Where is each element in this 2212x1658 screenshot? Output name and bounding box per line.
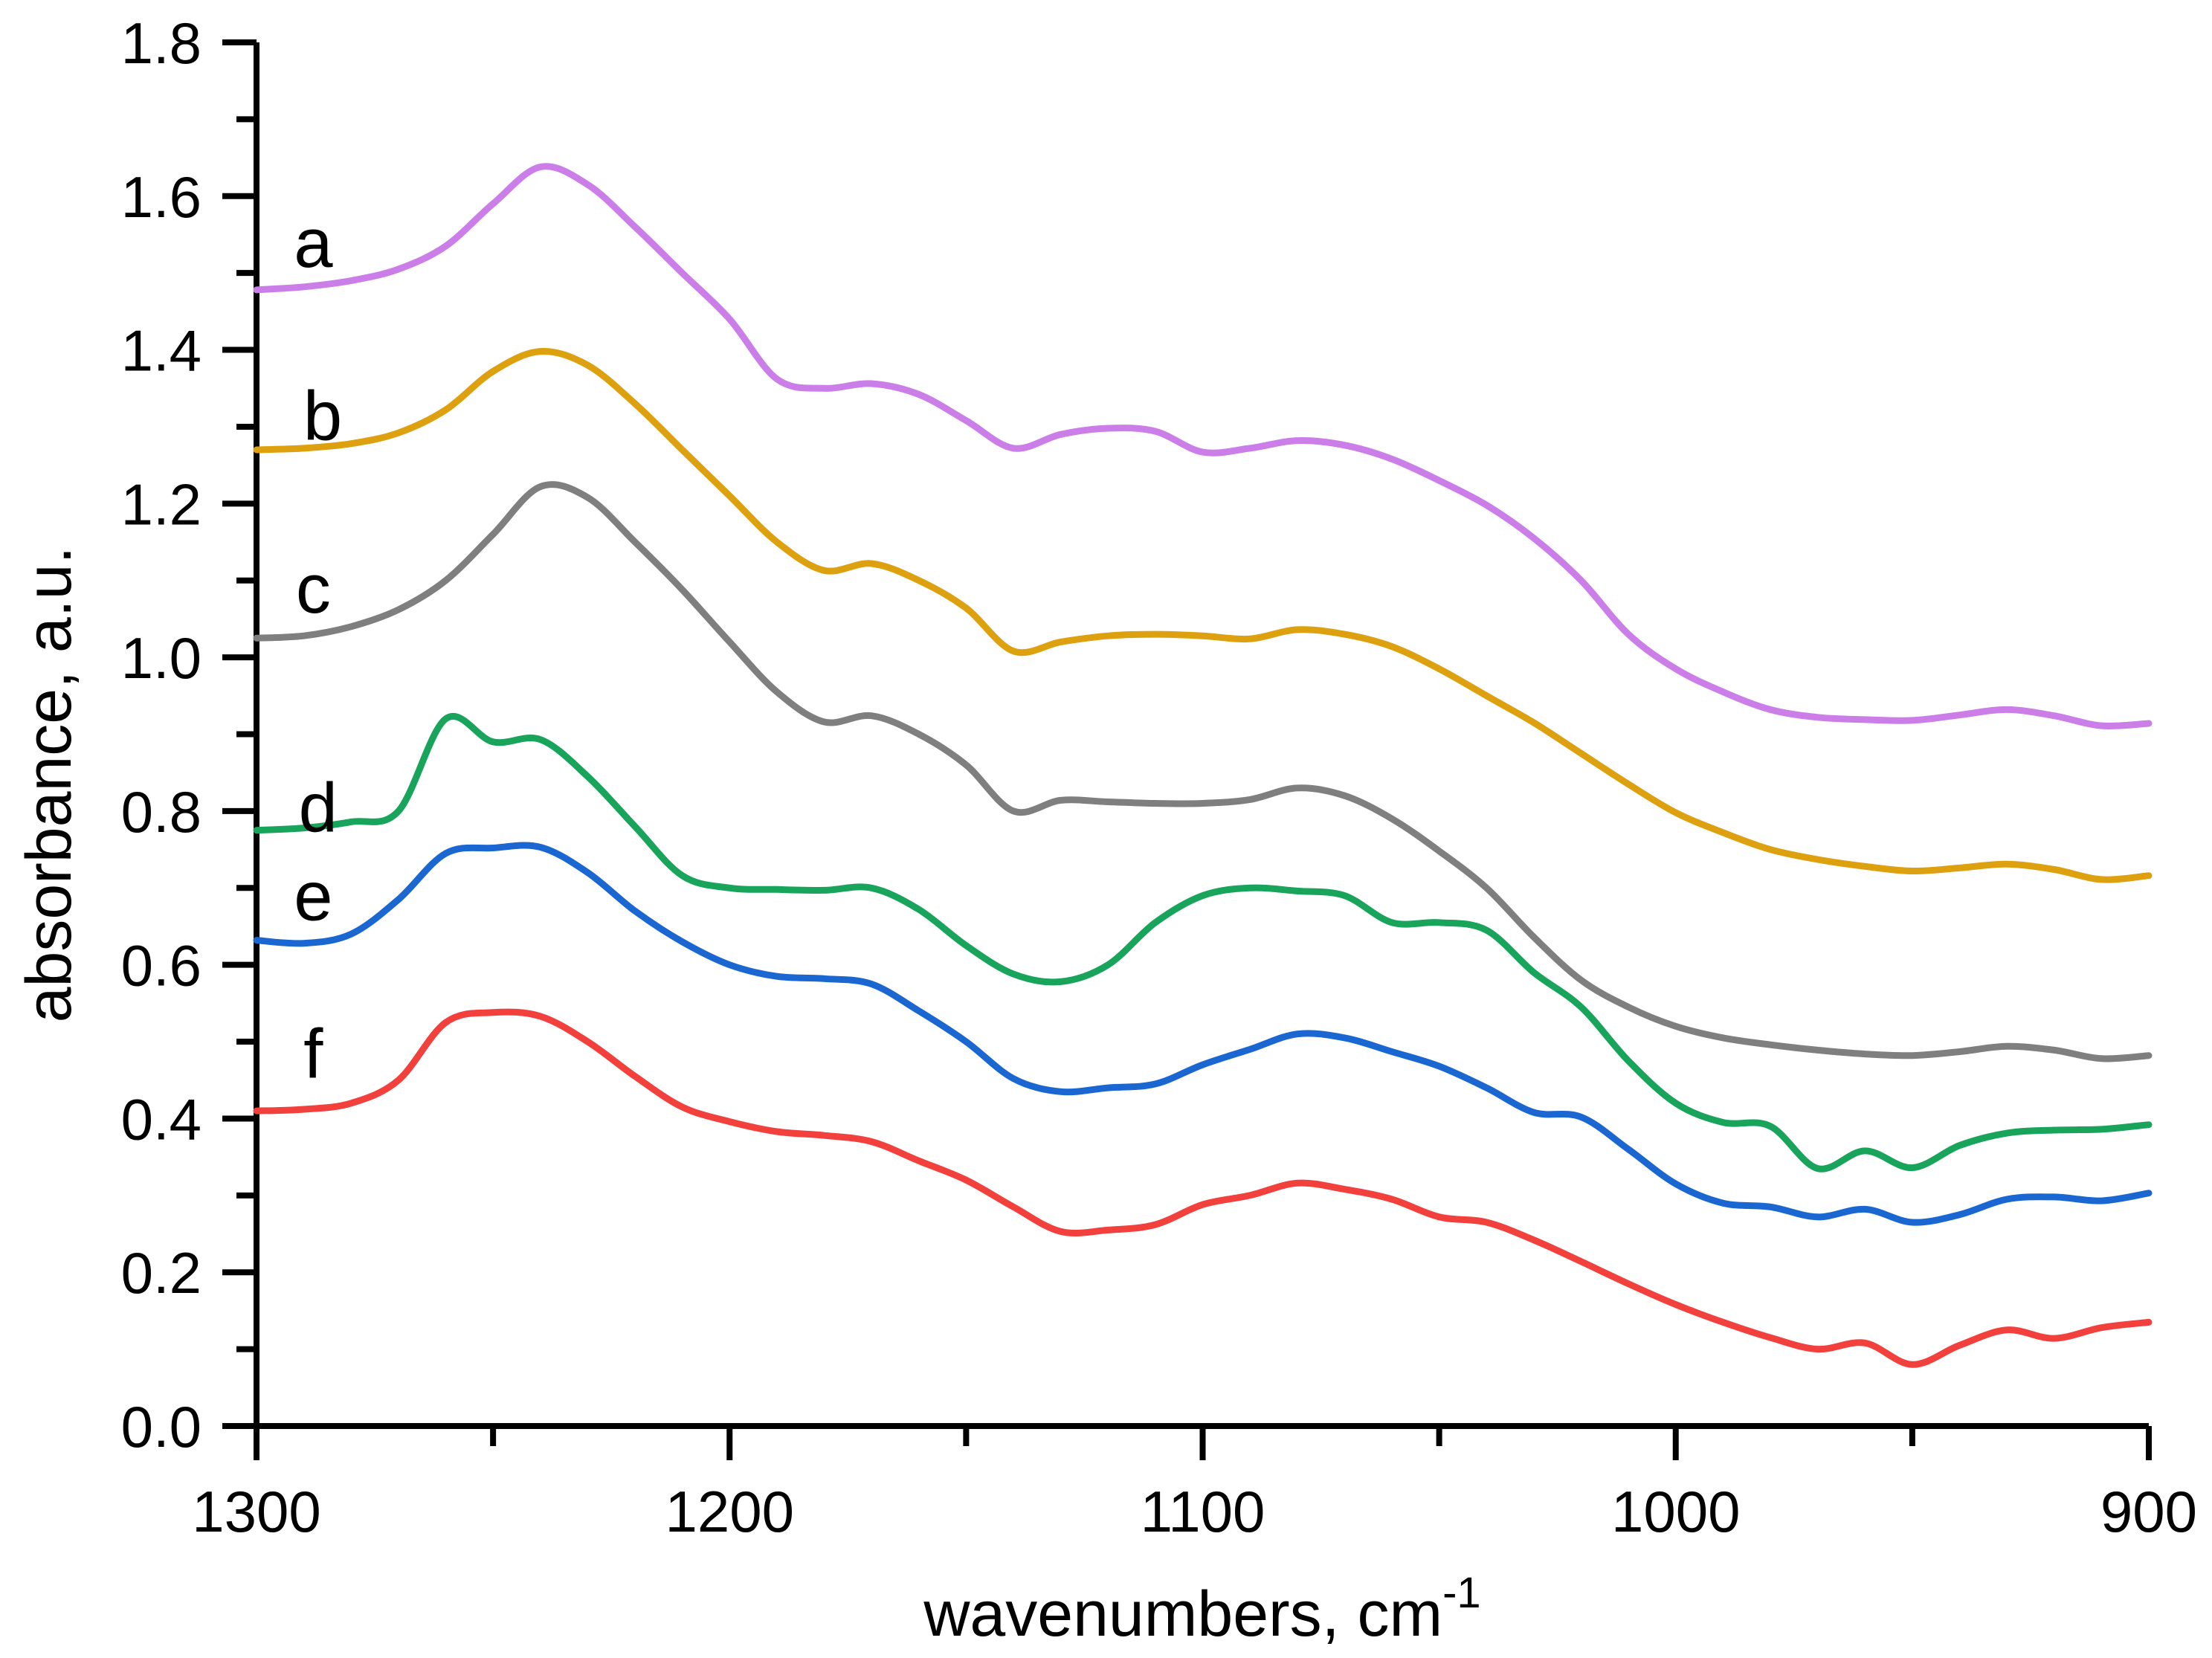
x-axis-title-superscript: -1 xyxy=(1442,1569,1481,1617)
series-label-c: c xyxy=(296,549,331,628)
tick-label-layer: 0.0 0.2 0.4 0.6 0.8 1.0 1.2 1.4 1.6 1.8 1300 1200 11… xyxy=(121,10,2198,1544)
series-line-b xyxy=(253,347,2153,883)
series-label-b: b xyxy=(303,376,342,454)
y-tick-label: 1.4 xyxy=(121,318,201,384)
y-tick-label: 1.0 xyxy=(121,625,201,691)
axis-spine xyxy=(254,42,2149,1429)
x-axis-title: wavenumbers, cm-1 xyxy=(923,1569,1480,1650)
y-tick-label: 0.4 xyxy=(121,1086,201,1152)
y-tick-label: 1.2 xyxy=(121,471,201,537)
y-tick-label: 0.8 xyxy=(121,779,201,845)
series-line-e xyxy=(253,842,2153,1226)
x-tick-label: 1300 xyxy=(192,1479,321,1544)
axes-layer xyxy=(222,39,2152,1460)
x-tick-label: 900 xyxy=(2100,1479,2197,1544)
y-tick-label: 1.6 xyxy=(121,164,201,230)
x-tick-label: 1000 xyxy=(1611,1479,1741,1544)
y-tick-label: 0.2 xyxy=(121,1240,201,1306)
series-line-f xyxy=(253,1008,2153,1368)
y-tick-label: 0.0 xyxy=(121,1394,201,1459)
y-axis-title: absorbance, a.u. xyxy=(13,546,85,1023)
x-tick-label: 1100 xyxy=(1141,1479,1265,1544)
x-axis-title-text: wavenumbers, cm xyxy=(923,1578,1442,1650)
series-labels-layer: a b c de f xyxy=(294,204,342,1093)
series-label-a: a xyxy=(294,204,333,282)
x-tick-label: 1200 xyxy=(665,1479,794,1544)
series-label-d: d xyxy=(299,769,338,847)
series-layer xyxy=(253,163,2153,1368)
y-tick-label: 0.6 xyxy=(121,933,201,999)
series-label-e: e xyxy=(294,857,332,935)
series-line-c xyxy=(253,481,2153,1062)
series-line-a xyxy=(253,163,2153,730)
series-label-f: f xyxy=(303,1015,323,1093)
series-line-d xyxy=(253,713,2153,1172)
y-tick-label: 1.8 xyxy=(121,10,201,76)
